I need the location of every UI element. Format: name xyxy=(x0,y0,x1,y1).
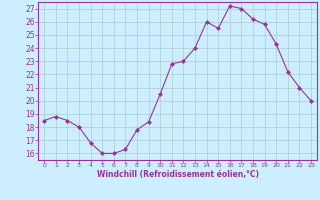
X-axis label: Windchill (Refroidissement éolien,°C): Windchill (Refroidissement éolien,°C) xyxy=(97,170,259,179)
